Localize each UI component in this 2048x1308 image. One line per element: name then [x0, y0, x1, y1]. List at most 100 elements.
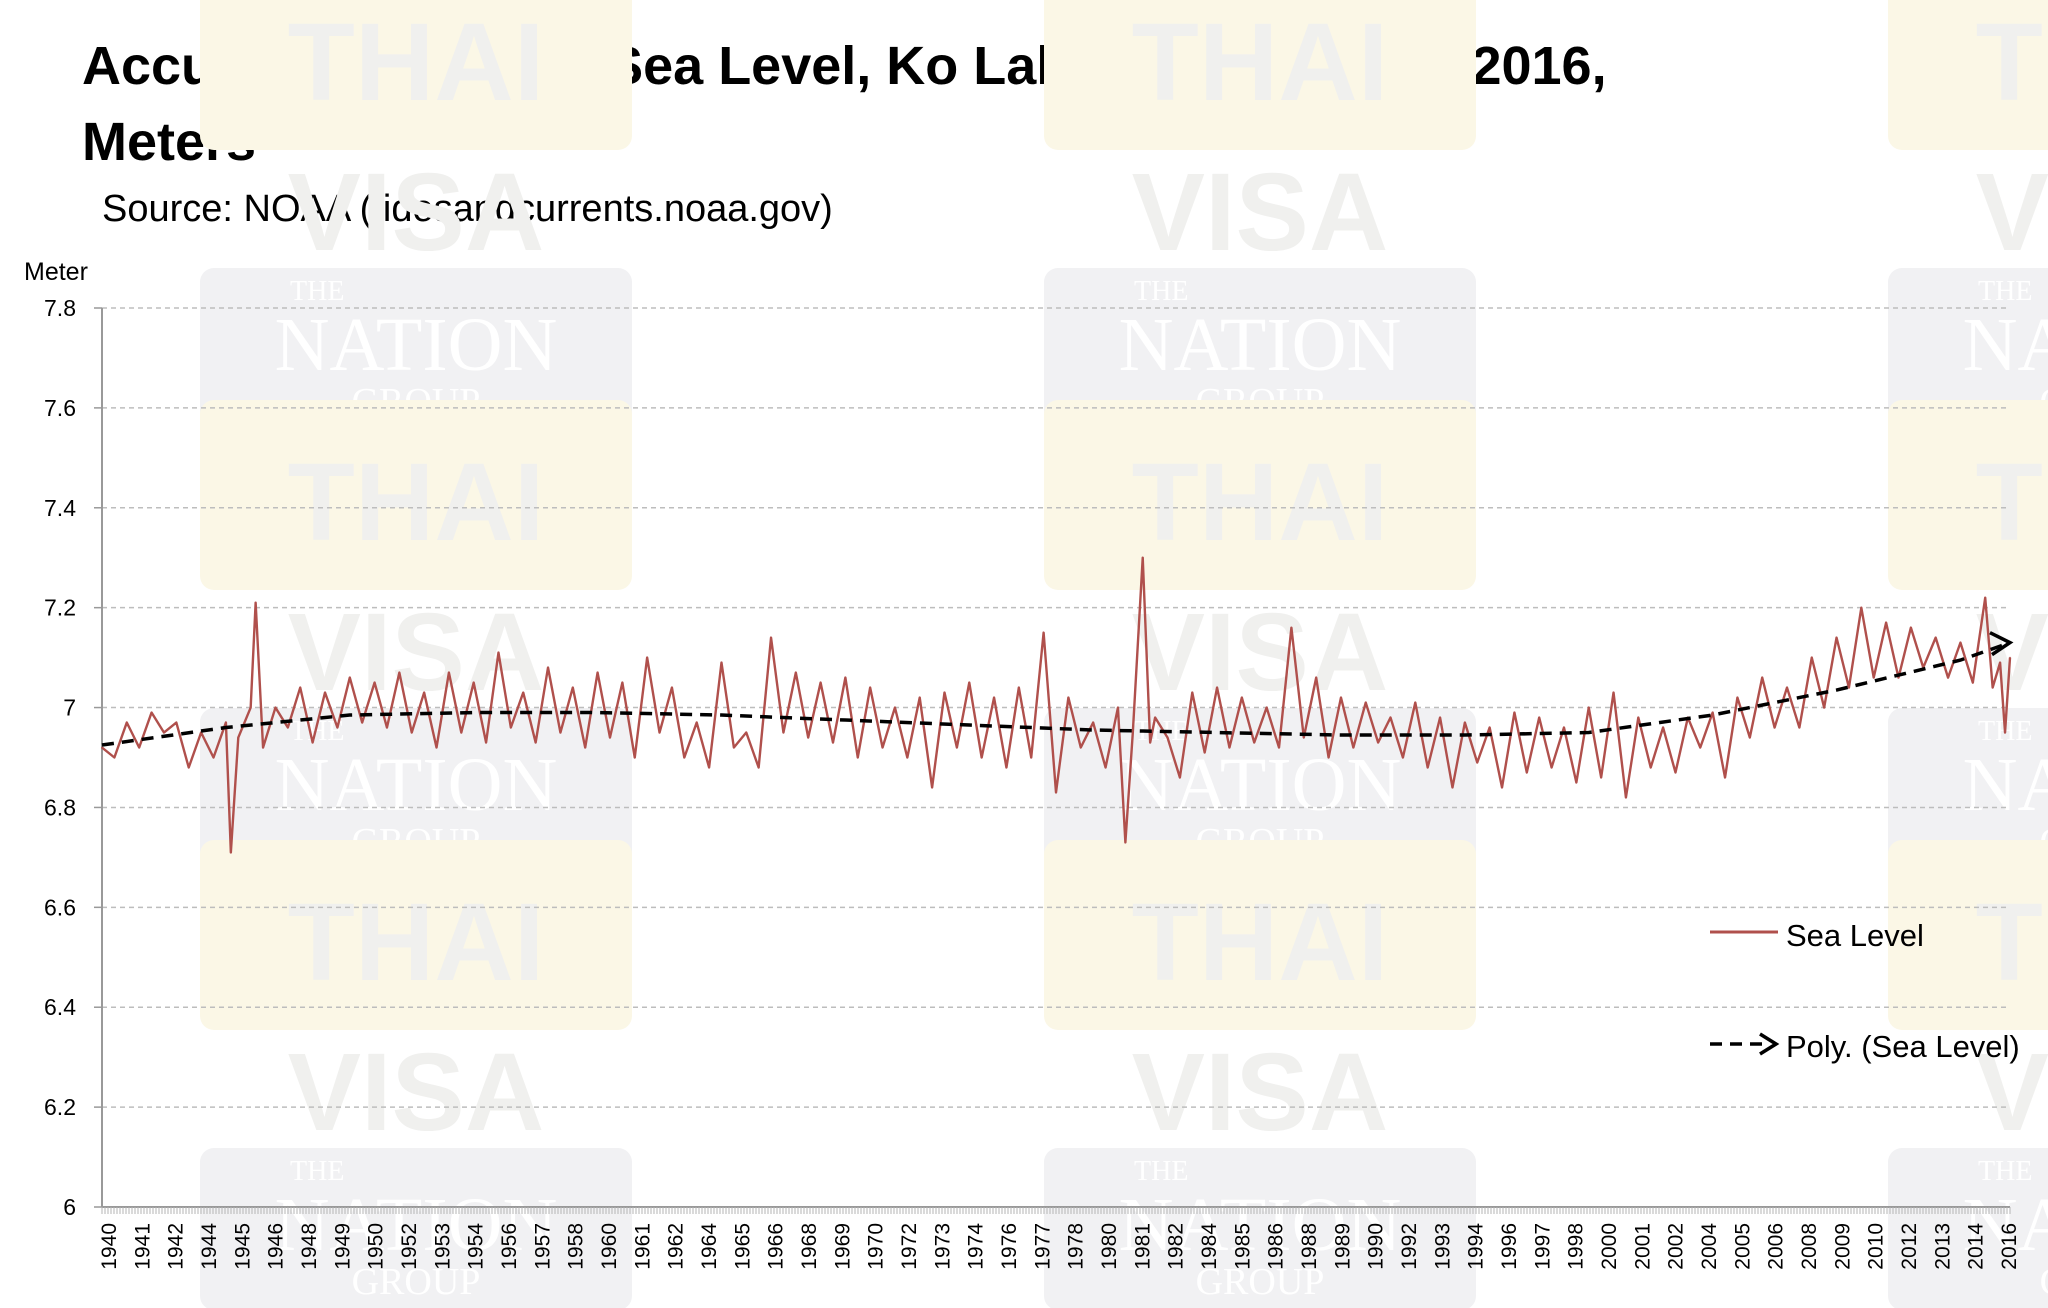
sea-level-point	[1674, 771, 1677, 774]
watermark-word-1: THAI	[1976, 881, 2048, 1004]
sea-level-point	[1885, 621, 1887, 624]
watermark-nation: NATION	[275, 303, 558, 387]
sea-level-point	[658, 731, 661, 734]
watermark-word-2: VISA	[288, 151, 545, 274]
watermark-nation: NATION	[275, 1183, 558, 1267]
watermark-word-1: THAI	[1132, 1, 1389, 124]
x-tick-label: 2004	[1698, 1223, 1721, 1270]
x-tick-label: 1968	[798, 1223, 821, 1270]
x-tick-label: 1973	[931, 1223, 954, 1270]
sea-level-point	[918, 696, 921, 699]
sea-level-point	[572, 686, 574, 689]
sea-level-point	[398, 671, 401, 674]
sea-level-point	[1798, 726, 1801, 729]
sea-level-point	[1612, 691, 1615, 694]
sea-level-point	[1154, 716, 1156, 719]
x-tick-label: 1942	[165, 1223, 188, 1270]
watermark-the: THE	[1134, 1156, 1188, 1187]
watermark-grey-box	[1044, 1148, 1476, 1308]
watermark-word-2: VISA	[1132, 591, 1389, 714]
sea-level-point	[1897, 676, 1900, 679]
sea-level-point	[1132, 731, 1134, 734]
sea-level-point	[943, 691, 946, 694]
sea-level-point	[894, 706, 896, 709]
sea-level-point	[931, 786, 933, 789]
x-tick-label: 1982	[1165, 1223, 1188, 1270]
y-tick-label: 7	[63, 695, 76, 721]
sea-level-point	[348, 676, 351, 679]
watermark-nation: NATION	[1119, 1183, 1402, 1267]
sea-level-point	[1315, 676, 1317, 679]
sea-level-point	[1042, 631, 1045, 634]
sea-level-point	[1736, 696, 1739, 699]
x-tick-label: 1992	[1398, 1223, 1421, 1270]
x-tick-label: 2001	[1631, 1223, 1654, 1270]
watermark-word-1: THAI	[1976, 1, 2048, 124]
sea-level-point	[361, 721, 363, 724]
sea-level-point	[1550, 766, 1553, 769]
sea-level-point	[559, 731, 562, 734]
sea-level-point	[1340, 696, 1342, 699]
sea-level-point	[1426, 766, 1429, 769]
watermark-word-2: VISA	[1976, 591, 2048, 714]
x-tick-label: 1940	[98, 1223, 121, 1270]
x-tick-label: 1945	[231, 1223, 254, 1270]
sea-level-point	[1327, 756, 1330, 759]
sea-level-point	[1810, 656, 1813, 659]
x-tick-label: 1997	[1531, 1223, 1554, 1270]
sea-level-point	[1253, 741, 1256, 744]
sea-level-point	[1179, 776, 1181, 779]
sea-level-point	[1699, 746, 1702, 749]
x-tick-label: 1961	[631, 1223, 654, 1270]
sea-level-point	[1117, 706, 1119, 709]
trendline-arrowhead	[1989, 631, 2014, 657]
legend-poly-arrowhead	[1759, 1032, 1780, 1056]
x-tick-label: 1994	[1465, 1223, 1488, 1270]
sea-level-point	[1203, 751, 1206, 754]
sea-level-point	[311, 741, 314, 744]
x-tick-label: 1998	[1565, 1223, 1588, 1270]
x-tick-label: 1956	[498, 1223, 521, 1270]
sea-level-point	[1637, 716, 1640, 719]
watermark-word-1: THAI	[288, 881, 545, 1004]
sea-level-point	[274, 706, 277, 709]
sea-level-point	[906, 756, 909, 759]
sea-level-point	[423, 691, 425, 694]
sea-level-point	[336, 726, 339, 729]
sea-level-point	[1910, 626, 1912, 629]
watermark-yellow-box	[200, 400, 632, 590]
sea-level-point	[1711, 711, 1714, 714]
sea-level-point	[1823, 706, 1825, 709]
sea-level-point	[225, 721, 227, 724]
x-tick-label: 2014	[1965, 1223, 1988, 1270]
sea-level-point	[1476, 761, 1479, 764]
x-tick-label: 1964	[698, 1223, 721, 1270]
x-tick-label: 1984	[1198, 1223, 1221, 1270]
sea-level-point	[733, 746, 735, 749]
axes	[101, 308, 2011, 1214]
x-tick-label: 1969	[831, 1223, 854, 1270]
sea-level-point	[2004, 731, 2006, 734]
x-tick-label: 1957	[531, 1223, 554, 1270]
sea-level-point	[1538, 716, 1540, 719]
x-tick-label: 1978	[1065, 1223, 1088, 1270]
y-tick-label: 6.8	[44, 794, 76, 820]
watermark-the: THE	[1978, 276, 2032, 307]
x-tick-label: 2016	[1998, 1223, 2021, 1270]
sea-level-point	[1030, 756, 1033, 759]
sea-level-point	[1055, 791, 1057, 794]
watermark-yellow-box	[1888, 400, 2048, 590]
sea-level-point	[807, 736, 810, 739]
sea-level-point	[1724, 776, 1726, 779]
sea-level-point	[448, 671, 450, 674]
sea-level-point	[1290, 626, 1293, 629]
sea-level-point	[1166, 736, 1169, 739]
sea-level-point	[1377, 741, 1379, 744]
watermark-word-2: VISA	[288, 1031, 545, 1154]
sea-level-point	[770, 636, 772, 639]
